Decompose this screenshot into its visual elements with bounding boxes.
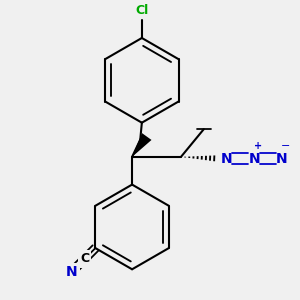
Text: Cl: Cl	[135, 4, 148, 17]
Text: C: C	[80, 252, 89, 266]
Text: −: −	[281, 141, 290, 152]
Text: N: N	[276, 152, 288, 166]
Text: +: +	[254, 141, 262, 152]
Text: N: N	[248, 152, 260, 166]
Polygon shape	[132, 133, 152, 157]
Text: N: N	[66, 265, 77, 279]
Text: N: N	[221, 152, 232, 166]
